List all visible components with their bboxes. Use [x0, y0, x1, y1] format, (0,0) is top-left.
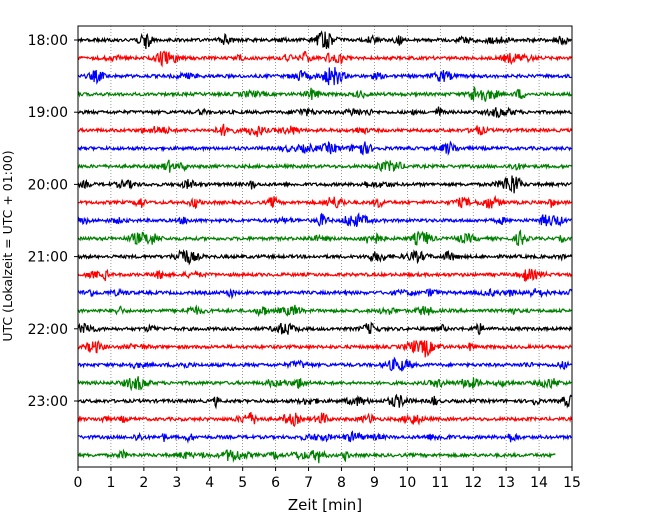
plot-frame — [77, 25, 573, 468]
seismogram-trace — [77, 212, 572, 228]
seismogram-trace — [77, 106, 572, 119]
seismogram-trace — [77, 376, 572, 392]
x-tick-label: 11 — [431, 475, 449, 491]
x-tick-label: 10 — [398, 475, 416, 491]
seismogram-trace — [77, 175, 572, 194]
seismogram-trace — [77, 304, 572, 318]
x-axis-ticks: 0 1 2 3 4 5 6 7 8 9 10 11 12 13 14 15 — [74, 467, 581, 491]
seismogram-trace — [77, 50, 573, 68]
seismogram-trace — [77, 268, 573, 283]
y-tick-label: 21:00 — [28, 250, 68, 266]
trace-group — [77, 30, 573, 464]
y-tick-label: 23:00 — [28, 394, 68, 410]
x-tick-label: 5 — [238, 475, 247, 491]
seismogram-trace — [77, 140, 572, 157]
x-tick-label: 7 — [304, 475, 313, 491]
seismogram-trace — [77, 287, 573, 300]
seismogram-trace — [77, 448, 556, 464]
x-tick-label: 1 — [106, 475, 115, 491]
x-tick-label: 14 — [530, 475, 548, 491]
x-tick-label: 13 — [497, 475, 515, 491]
seismogram-trace — [77, 393, 573, 410]
x-tick-label: 4 — [205, 475, 214, 491]
seismogram-trace — [77, 412, 573, 428]
y-tick-label: 20:00 — [28, 177, 68, 193]
seismogram-trace — [77, 340, 572, 358]
seismogram-trace — [77, 86, 572, 102]
x-tick-label: 12 — [464, 475, 482, 491]
y-axis-title: UTC (Lokalzeit = UTC + 01:00) — [0, 150, 15, 341]
x-tick-label: 0 — [74, 475, 83, 491]
x-axis-title: Zeit [min] — [288, 496, 362, 514]
x-tick-label: 8 — [337, 475, 346, 491]
seismogram-trace — [77, 67, 572, 86]
y-tick-label: 18:00 — [28, 33, 68, 49]
y-axis-ticks: 18:00 19:00 20:00 21:00 22:00 23:00 — [28, 33, 78, 410]
seismogram-trace — [77, 249, 573, 266]
y-tick-label: 19:00 — [28, 105, 68, 121]
x-tick-label: 9 — [370, 475, 379, 491]
seismogram-trace — [77, 194, 572, 210]
seismogram-trace — [77, 229, 572, 247]
seismogram-trace — [77, 159, 572, 173]
x-tick-label: 2 — [139, 475, 148, 491]
seismogram-trace — [77, 30, 572, 50]
x-tick-label: 3 — [172, 475, 181, 491]
seismogram-trace — [77, 430, 572, 444]
x-tick-label: 6 — [271, 475, 280, 491]
seismogram-trace — [77, 321, 573, 336]
x-tick-label: 15 — [563, 475, 581, 491]
y-tick-label: 22:00 — [28, 322, 68, 338]
seismogram-trace — [77, 123, 573, 138]
seismogram-trace — [77, 356, 572, 372]
